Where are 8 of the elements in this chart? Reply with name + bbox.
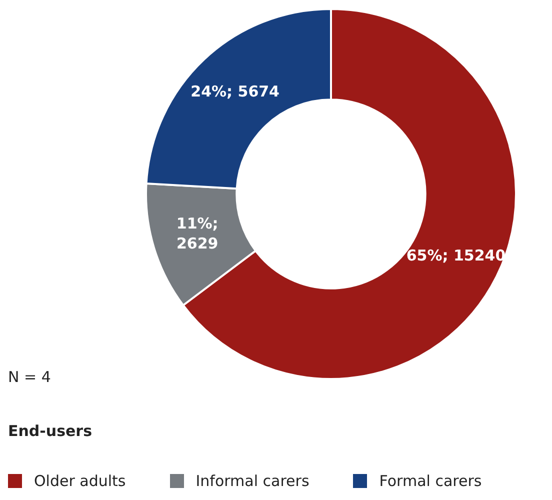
text: N = 4 [8,368,51,386]
legend-title: End-users [8,422,92,440]
legend-label: Informal carers [196,472,310,490]
data-label: 11%; 2629 [176,214,218,252]
data-label: 65%; 15240 [406,246,506,264]
legend-label: Formal carers [379,472,482,490]
legend-label: Older adults [34,472,126,490]
data-label: 24%; 5674 [190,82,280,100]
